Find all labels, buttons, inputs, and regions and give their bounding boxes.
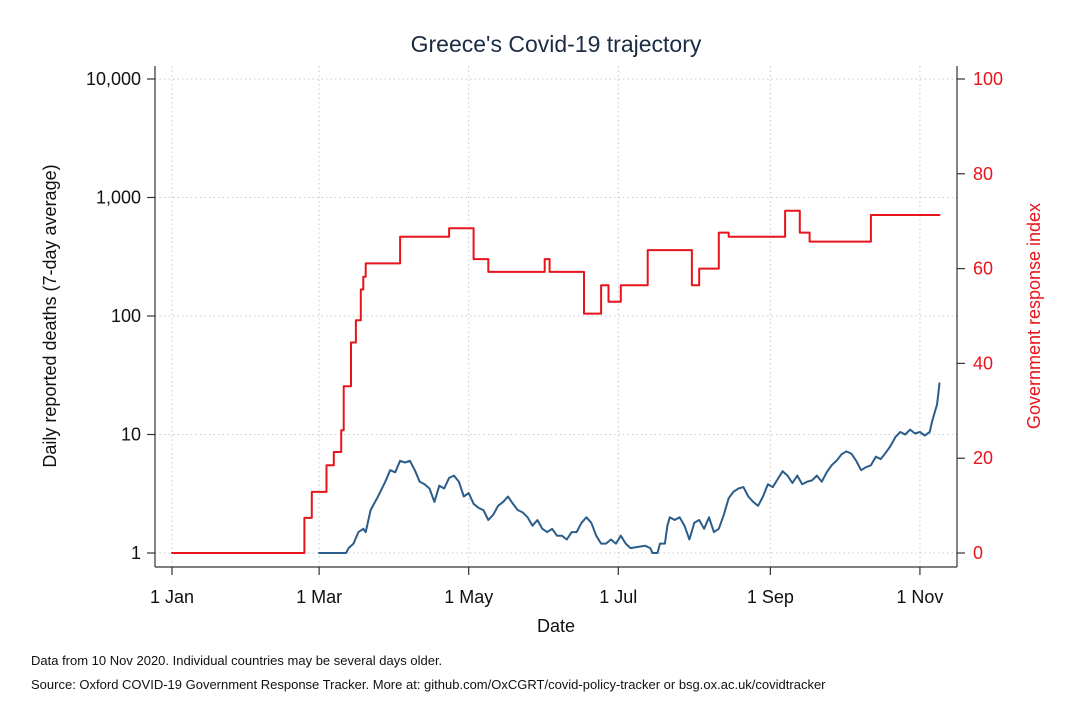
grid [155,66,957,567]
x-tick-label: 1 Jan [150,587,194,607]
series-lines [171,209,941,554]
deaths-line [318,382,941,554]
x-axis-label: Date [537,616,575,636]
y-left-tick-label: 1,000 [96,188,141,208]
y-right-tick-label: 80 [973,164,993,184]
y-left-tick-label: 10 [121,425,141,445]
y-left-tick-label: 1 [131,543,141,563]
y-axis-right-label: Government response index [1024,203,1044,429]
y-right-tick-label: 100 [973,69,1003,89]
y-left-tick-label: 10,000 [86,69,141,89]
x-tick-label: 1 Mar [296,587,342,607]
source-note: Source: Oxford COVID-19 Government Respo… [31,677,826,692]
x-tick-label: 1 May [444,587,493,607]
x-tick-label: 1 Nov [896,587,943,607]
x-tick-label: 1 Jul [599,587,637,607]
data-date-note: Data from 10 Nov 2020. Individual countr… [31,653,443,668]
ticks: 1 Jan 1 Mar 1 May 1 Jul 1 Sep 1 Nov 1 10 100 1,00… [86,69,1003,607]
y-right-tick-label: 20 [973,448,993,468]
chart-title: Greece's Covid-19 trajectory [411,31,702,57]
y-right-tick-label: 0 [973,543,983,563]
y-right-tick-label: 60 [973,259,993,279]
y-left-tick-label: 100 [111,306,141,326]
response-index-line [171,209,941,554]
y-right-tick-label: 40 [973,353,993,373]
y-axis-left-label: Daily reported deaths (7-day average) [40,164,60,467]
x-tick-label: 1 Sep [747,587,794,607]
